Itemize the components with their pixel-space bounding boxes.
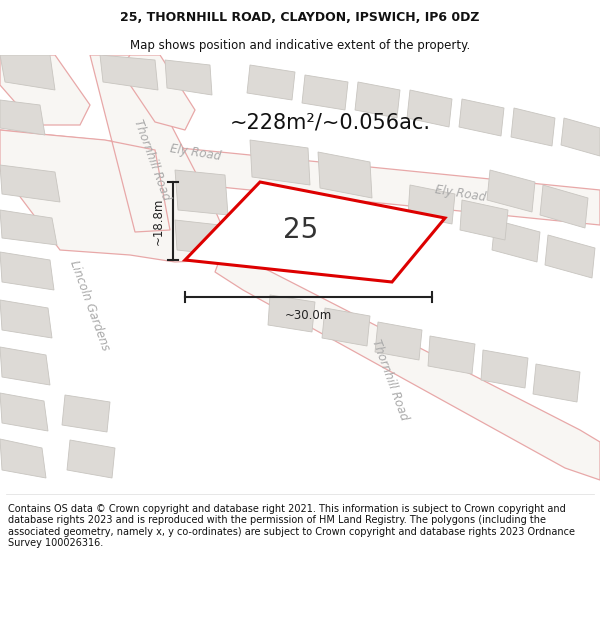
Polygon shape [408,185,455,224]
Polygon shape [67,440,115,478]
Text: ~30.0m: ~30.0m [285,309,332,322]
Polygon shape [540,185,588,228]
Polygon shape [511,108,555,146]
Text: Thornhill Road: Thornhill Road [369,338,411,422]
Text: Lincoln Gardens: Lincoln Gardens [68,258,112,352]
Polygon shape [318,152,372,198]
Polygon shape [0,130,600,225]
Text: Map shows position and indicative extent of the property.: Map shows position and indicative extent… [130,39,470,51]
Polygon shape [492,220,540,262]
Text: Contains OS data © Crown copyright and database right 2021. This information is : Contains OS data © Crown copyright and d… [8,504,575,548]
Polygon shape [268,295,315,332]
Polygon shape [0,55,230,262]
Polygon shape [460,200,508,240]
Polygon shape [165,60,212,95]
Polygon shape [0,300,52,338]
Text: Ely Road: Ely Road [169,142,221,164]
Polygon shape [0,210,57,245]
Polygon shape [459,99,504,136]
Polygon shape [215,245,600,480]
Text: ~18.8m: ~18.8m [152,198,165,244]
Polygon shape [322,308,370,346]
Polygon shape [0,100,45,135]
Polygon shape [0,165,60,202]
Polygon shape [0,393,48,431]
Polygon shape [0,439,46,478]
Polygon shape [175,170,228,215]
Polygon shape [302,75,348,110]
Text: ~228m²/~0.056ac.: ~228m²/~0.056ac. [229,112,431,132]
Text: 25, THORNHILL ROAD, CLAYDON, IPSWICH, IP6 0DZ: 25, THORNHILL ROAD, CLAYDON, IPSWICH, IP… [120,11,480,24]
Polygon shape [0,347,50,385]
Polygon shape [487,170,535,212]
Polygon shape [428,336,475,374]
Text: Thornhill Road: Thornhill Road [131,118,173,202]
Text: 25: 25 [283,216,318,244]
Polygon shape [185,182,445,282]
Polygon shape [375,322,422,360]
Polygon shape [62,395,110,432]
Polygon shape [533,364,580,402]
Polygon shape [0,252,54,290]
Polygon shape [0,55,90,125]
Polygon shape [120,55,195,130]
Text: Ely Road: Ely Road [434,184,487,204]
Polygon shape [481,350,528,388]
Polygon shape [407,90,452,127]
Polygon shape [545,235,595,278]
Polygon shape [561,118,600,156]
Polygon shape [355,82,400,118]
Polygon shape [247,65,295,100]
Polygon shape [175,220,222,255]
Polygon shape [100,55,158,90]
Polygon shape [0,55,55,90]
Polygon shape [250,140,310,185]
